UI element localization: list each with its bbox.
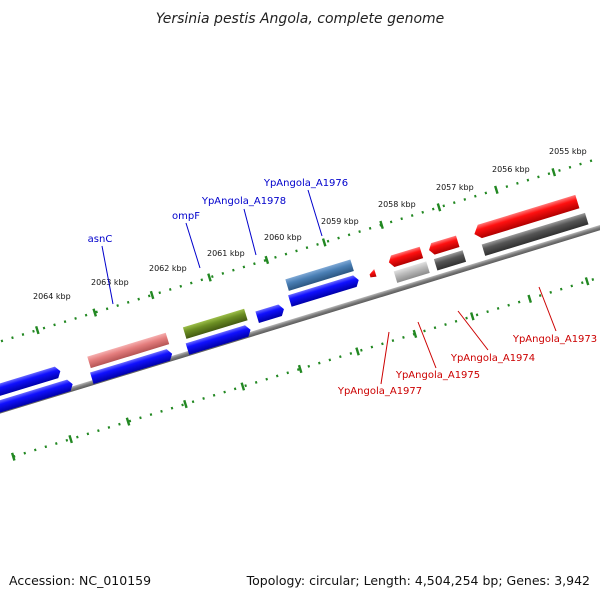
gene-ypangola-a1978[interactable]: [255, 303, 285, 324]
outer-major-tick: [494, 185, 499, 194]
gene-label-ypangola-a1977[interactable]: YpAngola_A1977: [337, 386, 422, 397]
gene-reverse-small-1[interactable]: [387, 246, 424, 268]
kbp-scale-labels: 2064 kbp 2063 kbp 2062 kbp 2061 kbp 2060…: [33, 147, 587, 301]
forward-strand-genes: [0, 259, 360, 416]
outer-major-tick: [149, 290, 155, 300]
inner-major-tick: [527, 294, 533, 303]
inner-major-tick: [68, 434, 73, 444]
gene-ypangola-a1977[interactable]: [368, 268, 377, 278]
kbp-label: 2056 kbp: [492, 165, 530, 174]
inner-major-tick: [240, 382, 246, 391]
gene-ypangola-a1975[interactable]: [393, 261, 430, 283]
gene-forward-1b[interactable]: [0, 378, 74, 416]
kbp-label: 2055 kbp: [549, 147, 587, 156]
gene-reverse-grey-long[interactable]: [481, 212, 589, 256]
outer-major-tick: [551, 168, 557, 177]
gene-leader-lines: [101, 189, 557, 385]
inner-major-tick: [10, 452, 16, 461]
gene-forward-1a[interactable]: [0, 365, 62, 401]
outer-major-tick: [264, 255, 270, 265]
kbp-label: 2064 kbp: [33, 292, 71, 301]
gene-forward-2[interactable]: [90, 348, 174, 385]
gene-label-ypangola-a1976[interactable]: YpAngola_A1976: [263, 178, 348, 189]
inner-major-tick: [183, 399, 188, 409]
reverse-strand-genes: [368, 194, 589, 283]
gene-ypangola-a1974[interactable]: [433, 250, 467, 271]
kbp-label: 2057 kbp: [436, 183, 474, 192]
inner-major-tick: [412, 329, 418, 339]
inner-major-tick: [584, 277, 590, 286]
gene-asnc[interactable]: [87, 332, 170, 369]
gene-label-ompf[interactable]: ompF: [172, 211, 200, 222]
gene-ypangola-a1973[interactable]: [472, 194, 580, 240]
inner-major-tick: [355, 347, 360, 356]
gene-forward-4[interactable]: [288, 274, 360, 307]
inner-major-tick: [125, 417, 131, 426]
kbp-label: 2062 kbp: [149, 264, 187, 273]
genome-track: [0, 153, 600, 461]
gene-label-ypangola-a1975[interactable]: YpAngola_A1975: [395, 370, 480, 381]
gene-label-asnc[interactable]: asnC: [88, 234, 113, 245]
kbp-label: 2060 kbp: [264, 233, 302, 242]
gene-label-ypangola-a1978[interactable]: YpAngola_A1978: [201, 196, 286, 207]
kbp-label: 2059 kbp: [321, 217, 359, 226]
inner-major-tick: [469, 312, 475, 321]
gene-label-ypangola-a1974[interactable]: YpAngola_A1974: [450, 353, 535, 364]
outer-major-tick: [436, 203, 442, 212]
outer-major-tick: [321, 238, 327, 247]
gene-ypangola-a1976[interactable]: [285, 259, 354, 291]
outer-major-tick: [92, 308, 98, 317]
kbp-label: 2063 kbp: [91, 278, 129, 287]
kbp-label: 2061 kbp: [207, 249, 245, 258]
outer-major-tick: [207, 273, 212, 282]
gene-reverse-small-2[interactable]: [427, 235, 460, 256]
gene-forward-3[interactable]: [185, 324, 253, 355]
gene-ompf[interactable]: [182, 308, 248, 339]
outer-major-tick: [379, 220, 384, 230]
topology-text: Topology: circular; Length: 4,504,254 bp…: [246, 573, 590, 588]
outer-major-tick: [35, 325, 40, 335]
kbp-label: 2058 kbp: [378, 200, 416, 209]
gene-label-ypangola-a1973[interactable]: YpAngola_A1973: [512, 334, 597, 345]
inner-tick-ring: [10, 262, 600, 461]
outer-tick-ring: [0, 153, 600, 349]
gene-labels: asnC ompF YpAngola_A1978 YpAngola_A1976 …: [88, 178, 597, 397]
inner-major-tick: [297, 364, 303, 374]
accession-text: Accession: NC_010159: [9, 573, 151, 588]
map-title: Yersinia pestis Angola, complete genome: [156, 11, 445, 27]
